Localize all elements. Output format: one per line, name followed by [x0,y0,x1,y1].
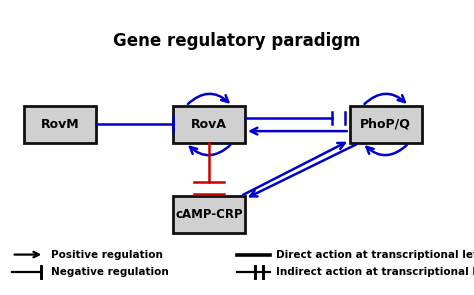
FancyBboxPatch shape [350,106,422,143]
Text: RovM: RovM [41,118,80,131]
FancyBboxPatch shape [25,106,97,143]
Text: Negative regulation: Negative regulation [51,267,169,277]
Text: Direct action at transcriptional level: Direct action at transcriptional level [276,250,474,260]
Text: Indirect action at transcriptional level: Indirect action at transcriptional level [276,267,474,277]
Text: Positive regulation: Positive regulation [51,250,163,260]
Text: Gene regulatory paradigm: Gene regulatory paradigm [113,32,361,50]
Text: PhoP/Q: PhoP/Q [360,118,411,131]
Text: cAMP-CRP: cAMP-CRP [175,208,243,221]
FancyBboxPatch shape [173,106,245,143]
Text: RovA: RovA [191,118,227,131]
FancyBboxPatch shape [173,196,245,233]
